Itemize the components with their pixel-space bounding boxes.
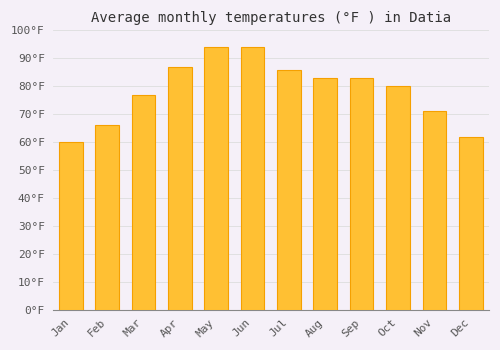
Bar	[459, 136, 482, 310]
Bar	[277, 70, 300, 310]
Bar	[422, 111, 446, 310]
Bar	[168, 67, 192, 310]
Bar	[314, 78, 337, 310]
Bar	[204, 47, 228, 310]
Bar	[350, 78, 374, 310]
Bar	[95, 125, 119, 310]
Bar	[240, 47, 264, 310]
Bar	[132, 95, 155, 310]
Bar	[59, 142, 82, 310]
Title: Average monthly temperatures (°F ) in Datia: Average monthly temperatures (°F ) in Da…	[90, 11, 451, 25]
Bar	[386, 86, 410, 310]
